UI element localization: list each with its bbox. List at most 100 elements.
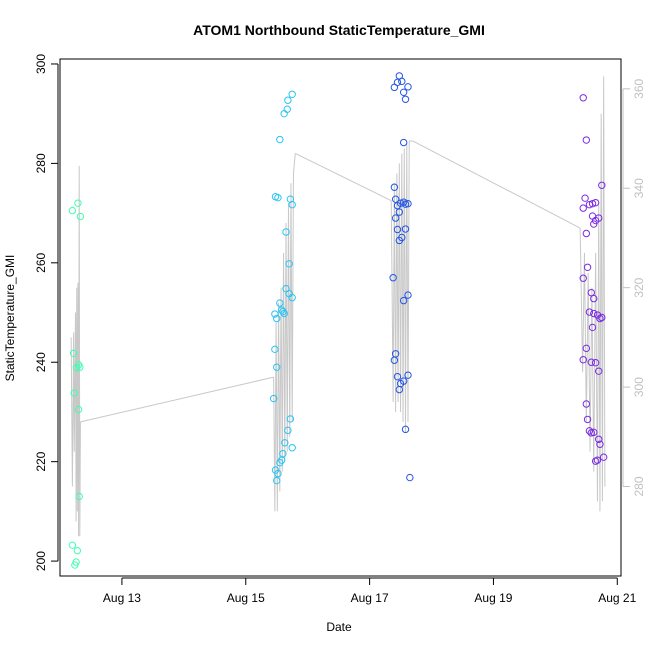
data-point (285, 260, 293, 268)
data-point (398, 77, 406, 86)
y-axis-left: 200 220 240 260 280 300 (34, 54, 59, 571)
data-point (404, 371, 412, 379)
data-point (391, 195, 400, 203)
data-point (585, 308, 594, 316)
data-point (585, 427, 594, 435)
data-point (401, 225, 410, 233)
data-point (70, 389, 78, 397)
x-axis: Aug 13 Aug 15 Aug 17 Aug 19 Aug 21 (103, 577, 637, 605)
y-tick-label: 300 (34, 54, 48, 74)
data-point (271, 345, 279, 354)
data-point (75, 492, 83, 501)
data-point (273, 363, 281, 371)
data-point (590, 294, 598, 303)
data-point (69, 349, 78, 357)
data-point (288, 444, 296, 452)
data-point (579, 356, 587, 364)
data-point (393, 225, 402, 234)
y-tick-label: 240 (34, 352, 48, 372)
data-point (288, 90, 296, 98)
data-point (399, 377, 408, 385)
x-tick-label: Aug 15 (227, 591, 265, 605)
data-point (582, 344, 591, 353)
y2-tick-label: 340 (632, 178, 646, 198)
data-point (271, 310, 279, 318)
data-point (391, 214, 400, 222)
data-point (395, 208, 404, 216)
data-point (583, 263, 592, 271)
series-line-1 (70, 165, 81, 537)
data-point (579, 204, 587, 212)
y2-tick-label: 360 (632, 78, 646, 98)
y-tick-label: 200 (34, 551, 48, 571)
data-point (276, 299, 284, 307)
data-point (280, 109, 288, 118)
data-point (393, 372, 402, 381)
y-axis-right: 280 300 320 340 360 (622, 78, 646, 497)
data-point (398, 233, 406, 242)
x-tick-label: Aug 17 (351, 591, 389, 605)
data-point (590, 428, 598, 437)
y-tick-label: 220 (34, 451, 48, 471)
data-point (74, 199, 82, 207)
data-point (273, 476, 281, 485)
data-point (399, 138, 408, 147)
data-point (404, 199, 412, 208)
data-point (76, 363, 84, 371)
data-point (281, 439, 289, 447)
data-point (406, 473, 414, 482)
series-line-2 (273, 153, 296, 512)
connector-line-3 (412, 140, 581, 229)
data-point (274, 193, 282, 202)
data-point (280, 309, 288, 318)
series-line-3 (390, 140, 413, 432)
data-point (283, 105, 291, 113)
data-point (269, 394, 278, 403)
data-point (76, 212, 85, 221)
data-point (273, 314, 281, 323)
data-point (282, 228, 290, 236)
data-point (595, 367, 603, 375)
y-tick-label: 280 (34, 153, 48, 173)
chart-title: ATOM1 Northbound StaticTemperature_GMI (193, 22, 485, 38)
data-point (399, 296, 408, 305)
data-point (591, 198, 600, 207)
data-point (587, 358, 595, 366)
data-point (74, 405, 83, 414)
data-point (393, 78, 402, 87)
data-point (404, 291, 412, 299)
data-point (596, 440, 604, 448)
data-point (593, 456, 602, 464)
data-point (590, 220, 598, 228)
data-point (284, 96, 292, 104)
data-point (591, 359, 600, 367)
data-point (288, 200, 296, 209)
plot-area (59, 58, 622, 577)
data-point (276, 135, 284, 144)
data-point (390, 356, 399, 364)
data-point (595, 435, 603, 443)
y2-tick-label: 300 (632, 377, 646, 397)
data-point (598, 313, 606, 322)
data-point (588, 199, 597, 208)
data-point (68, 541, 77, 549)
data-point (286, 415, 295, 423)
data-point (396, 199, 405, 207)
points-layer (68, 72, 608, 569)
line-series-layer (70, 76, 606, 537)
data-point (274, 469, 282, 478)
data-point (404, 83, 412, 91)
connector-line-2 (295, 153, 392, 202)
data-point (579, 94, 587, 102)
y2-tick-label: 280 (632, 476, 646, 496)
data-point (582, 136, 591, 144)
data-point (582, 400, 591, 408)
data-point (582, 229, 591, 238)
data-point (581, 194, 589, 202)
data-point (399, 88, 408, 97)
y-tick-label: 260 (34, 252, 48, 272)
x-tick-label: Aug 13 (103, 591, 141, 605)
data-point (599, 453, 608, 461)
data-point (68, 206, 77, 215)
